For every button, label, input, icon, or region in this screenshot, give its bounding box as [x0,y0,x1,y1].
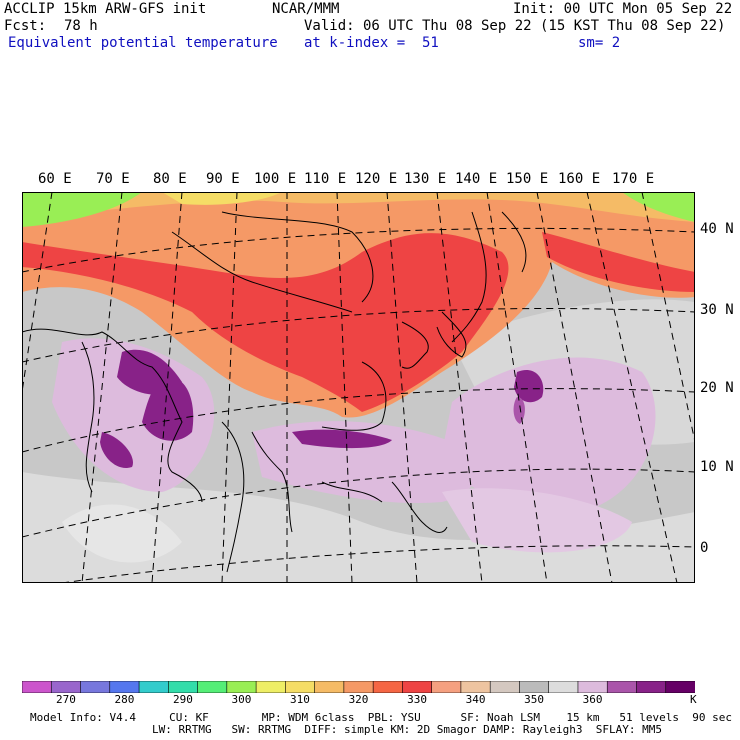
light-gray-patch [62,504,182,563]
model-info-line2: LW: RRTMG SW: RRTMG DIFF: simple KM: 2D … [152,723,662,736]
model-title: ACCLIP 15km ARW-GFS init [4,1,207,17]
purple-wpac [442,357,656,514]
lon-label-150e: 150 E [506,171,549,187]
warm-band-red-east [542,232,695,292]
colorbar-tick-label: 300 [231,693,252,706]
colorbar-swatch [80,681,111,693]
lat-label-30n: 30 N [700,302,734,318]
colorbar-swatch [314,681,345,693]
colorbar-swatch [460,681,491,693]
colorbar-swatch [519,681,550,693]
dark-purple-3 [100,432,133,468]
colorbar-tick-label: 280 [114,693,135,706]
dark-purple-5 [514,370,544,403]
lon-label-140e: 140 E [455,171,498,187]
colorbar-swatch [255,681,286,693]
warm-band-yellow [162,192,282,205]
lon-label-80e: 80 E [153,171,187,187]
lon-label-60e: 60 E [38,171,72,187]
level-label: at k-index = 51 [304,35,439,51]
lat-label-20n: 20 N [700,380,734,396]
lon-label-110e: 110 E [304,171,347,187]
lat-label-10n: 10 N [700,459,734,475]
purple-south [442,488,632,553]
colorbar-swatch [489,681,521,693]
lon-label-90e: 90 E [206,171,240,187]
warm-band-green-west [22,192,142,227]
colorbar-swatch [372,681,403,693]
colorbar-swatch [636,681,667,693]
warm-band-green-east [622,192,695,222]
lat-label-40n: 40 N [700,221,734,237]
colorbar-swatch [431,681,462,693]
dark-purple-4 [292,429,392,449]
lat-label-0: 0 [700,540,709,556]
colorbar-swatch [606,681,638,693]
colorbar-tick-label: 320 [348,693,369,706]
colorbar-unit: K [690,693,697,706]
colorbar [22,681,695,693]
colorbar-swatch [577,681,608,693]
colorbar-tick-label: 290 [172,693,193,706]
colorbar-swatch [50,681,82,693]
valid-time: Valid: 06 UTC Thu 08 Sep 22 (15 KST Thu … [304,18,726,34]
colorbar-swatch [109,681,140,693]
colorbar-tick-label: 350 [524,693,544,706]
colorbar-tick-label: 360 [582,693,603,706]
colorbar-tick-label: 270 [55,693,76,706]
smooth-label: sm= 2 [578,35,621,51]
colorbar-swatch [168,681,199,693]
map-frame [22,192,695,583]
coastlines [22,211,527,573]
colorbar-swatch [402,681,433,693]
colorbar-tick-label: 330 [407,693,427,706]
lon-label-170e: 170 E [612,171,655,187]
colorbar-tick-label: 310 [290,693,310,706]
colorbar-tick-label: 340 [465,693,486,706]
colorbar-swatch [138,681,169,693]
model-info-line1: Model Info: V4.4 CU: KF MP: WDM 6class P… [30,711,732,724]
colorbar-swatch [665,681,695,693]
lon-label-130e: 130 E [404,171,447,187]
lon-label-160e: 160 E [558,171,601,187]
fcst-label: Fcst: [4,18,47,34]
colorbar-swatch [548,681,579,693]
lon-label-120e: 120 E [355,171,398,187]
lon-label-70e: 70 E [96,171,130,187]
init-time: Init: 00 UTC Mon 05 Sep 22 [513,1,733,17]
mid-purple-1 [513,397,525,424]
graticule [22,192,695,583]
lon-label-100e: 100 E [254,171,297,187]
colorbar-swatch [285,681,316,693]
org-label: NCAR/MMM [272,1,340,17]
light-gray-south [22,472,695,583]
colorbar-swatch [343,681,374,693]
colorbar-swatch [22,681,52,693]
fcst-value: 78 h [64,18,98,34]
colorbar-swatch [226,681,257,693]
theta-e-map [22,192,695,583]
field-name: Equivalent potential temperature [8,35,278,51]
colorbar-swatch [197,681,228,693]
